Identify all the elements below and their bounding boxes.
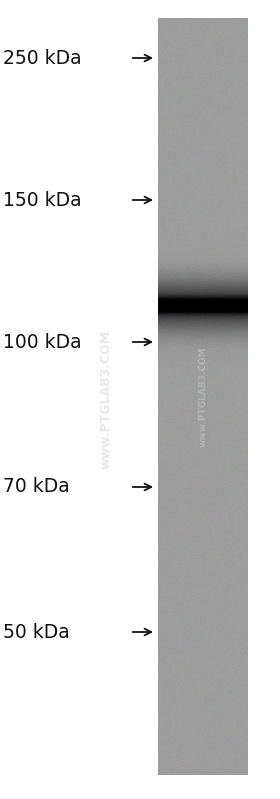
Text: 70 kDa: 70 kDa <box>3 478 70 496</box>
Text: 250 kDa: 250 kDa <box>3 49 82 67</box>
Text: 100 kDa: 100 kDa <box>3 332 82 352</box>
Text: www.PTGLAB3.COM: www.PTGLAB3.COM <box>199 346 207 447</box>
Text: 150 kDa: 150 kDa <box>3 190 82 209</box>
Text: 50 kDa: 50 kDa <box>3 622 70 642</box>
Text: www.PTGLAB3.COM: www.PTGLAB3.COM <box>100 330 113 469</box>
